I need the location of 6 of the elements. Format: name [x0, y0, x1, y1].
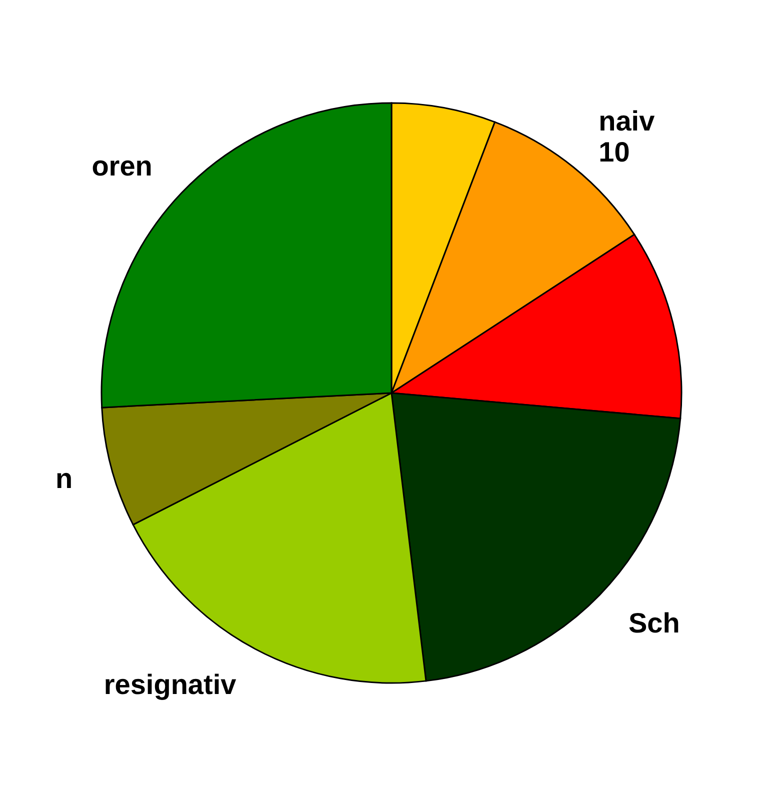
- slice-label: naiv: [598, 106, 656, 137]
- slice-label: resignativ: [104, 668, 237, 700]
- data-label: 10: [598, 136, 630, 168]
- slice-label: n: [56, 462, 73, 494]
- slice-label: Sch: [628, 607, 680, 638]
- slice-label: oren: [92, 150, 152, 182]
